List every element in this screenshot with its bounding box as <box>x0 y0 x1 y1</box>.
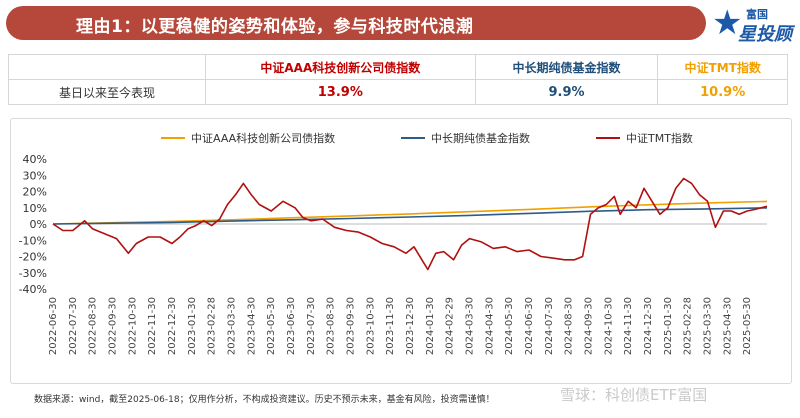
x-tick-label: 2024-07-30 <box>544 297 555 355</box>
x-tick-label: 2023-05-30 <box>266 297 277 355</box>
x-tick-label: 2023-12-30 <box>405 297 416 355</box>
table-header-cell: 中长期纯债基金指数 <box>474 54 659 80</box>
x-tick-label: 2025-05-30 <box>742 297 753 355</box>
y-tick-label: -30% <box>19 267 47 280</box>
x-tick-label: 2024-01-30 <box>425 297 436 355</box>
x-tick-label: 2023-10-30 <box>365 297 376 355</box>
x-tick-label: 2023-09-30 <box>346 297 357 355</box>
y-tick-label: 10% <box>23 202 47 215</box>
watermark: 雪球：科创债ETF富国 <box>560 386 708 404</box>
x-tick-label: 2022-10-30 <box>127 297 138 355</box>
x-tick-label: 2022-08-30 <box>88 297 99 355</box>
x-tick-label: 2024-02-29 <box>445 297 456 355</box>
table-row-label: 基日以来至今表现 <box>8 79 206 105</box>
title-banner: 理由1：以更稳健的姿势和体验，参与科技时代浪潮 <box>6 6 706 40</box>
x-tick-label: 2025-01-30 <box>663 297 674 355</box>
y-tick-label: -10% <box>19 234 47 247</box>
x-tick-label: 2023-04-30 <box>246 297 257 355</box>
x-tick-label: 2022-12-30 <box>167 297 178 355</box>
x-tick-label: 2024-09-30 <box>584 297 595 355</box>
y-tick-label: 30% <box>23 169 47 182</box>
y-tick-label: -20% <box>19 251 47 264</box>
table-header-row: 中证AAA科技创新公司债指数 中长期纯债基金指数 中证TMT指数 <box>8 54 788 80</box>
x-tick-label: 2024-04-30 <box>484 297 495 355</box>
series-line <box>52 177 768 271</box>
x-tick-label: 2024-12-30 <box>643 297 654 355</box>
x-tick-label: 2022-07-30 <box>68 297 79 355</box>
page-title: 理由1：以更稳健的姿势和体验，参与科技时代浪潮 <box>76 17 474 37</box>
x-tick-label: 2022-06-30 <box>48 297 59 355</box>
table-corner-cell <box>8 54 206 80</box>
x-tick-label: 2023-01-30 <box>187 297 198 355</box>
footnote: 数据来源：wind，截至2025-06-18；仅用作分析，不构成投资建议。历史不… <box>34 395 495 405</box>
table-row: 基日以来至今表现 13.9% 9.9% 10.9% <box>8 79 788 105</box>
y-tick-label: 20% <box>23 186 47 199</box>
x-tick-label: 2024-11-30 <box>623 297 634 355</box>
x-tick-label: 2022-09-30 <box>108 297 119 355</box>
performance-table: 中证AAA科技创新公司债指数 中长期纯债基金指数 中证TMT指数 基日以来至今表… <box>8 54 788 105</box>
x-tick-label: 2025-04-30 <box>722 297 733 355</box>
x-tick-label: 2024-05-30 <box>504 297 515 355</box>
x-tick-label: 2025-03-30 <box>703 297 714 355</box>
y-tick-label: 40% <box>23 153 47 166</box>
x-tick-label: 2025-02-28 <box>683 297 694 355</box>
line-chart: 中证AAA科技创新公司债指数 中长期纯债基金指数 中证TMT指数 40% 30% 20% 1… <box>10 118 792 384</box>
x-tick-label: 2023-08-30 <box>326 297 337 355</box>
x-tick-label: 2023-11-30 <box>385 297 396 355</box>
legend-label: 中长期纯债基金指数 <box>431 131 530 145</box>
table-header-cell: 中证AAA科技创新公司债指数 <box>205 54 476 80</box>
table-value-cell: 13.9% <box>205 79 476 105</box>
x-tick-label: 2023-02-28 <box>207 297 218 355</box>
x-tick-label: 2023-07-30 <box>306 297 317 355</box>
x-tick-label: 2024-08-30 <box>564 297 575 355</box>
y-tick-label: 0% <box>30 218 47 231</box>
x-tick-label: 2024-03-30 <box>465 297 476 355</box>
star-icon: ★ <box>712 3 743 43</box>
table-value-cell: 9.9% <box>474 79 659 105</box>
x-tick-label: 2022-11-30 <box>147 297 158 355</box>
series-line <box>52 207 768 225</box>
x-tick-label: 2023-06-30 <box>286 297 297 355</box>
x-tick-label: 2023-03-30 <box>227 297 238 355</box>
series-line <box>52 200 768 225</box>
y-tick-label: -40% <box>19 283 47 296</box>
legend-label: 中证AAA科技创新公司债指数 <box>191 131 335 145</box>
table-header-cell: 中证TMT指数 <box>657 54 788 80</box>
x-tick-label: 2024-06-30 <box>524 297 535 355</box>
table-value-cell: 10.9% <box>657 79 788 105</box>
brand-logo: ★ 富国 星投顾 <box>712 3 796 45</box>
legend-label: 中证TMT指数 <box>626 131 693 145</box>
line-chart-svg: 中证AAA科技创新公司债指数 中长期纯债基金指数 中证TMT指数 40% 30% 20% 1… <box>19 131 768 355</box>
brand-logo-top: 富国 <box>746 8 768 21</box>
x-tick-label: 2024-10-30 <box>603 297 614 355</box>
brand-logo-main: 星投顾 <box>738 24 792 45</box>
